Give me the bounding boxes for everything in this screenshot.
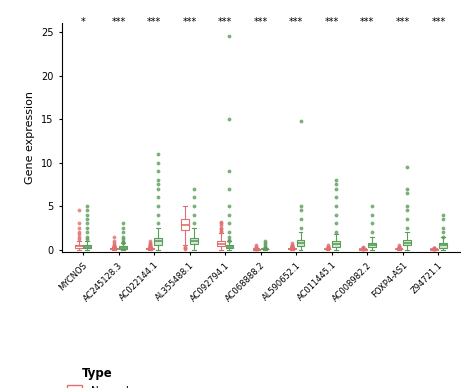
PathPatch shape: [190, 237, 198, 244]
PathPatch shape: [217, 241, 225, 246]
PathPatch shape: [83, 245, 91, 248]
Text: ***: ***: [254, 17, 268, 27]
Text: ***: ***: [325, 17, 339, 27]
Text: ***: ***: [111, 17, 126, 27]
PathPatch shape: [119, 246, 127, 249]
PathPatch shape: [439, 243, 447, 248]
Text: ***: ***: [182, 17, 197, 27]
PathPatch shape: [332, 241, 340, 247]
PathPatch shape: [182, 219, 189, 230]
Legend: Normal, Tumor: Normal, Tumor: [67, 367, 128, 388]
Text: *: *: [81, 17, 85, 27]
Text: ***: ***: [396, 17, 410, 27]
Text: ***: ***: [289, 17, 303, 27]
Y-axis label: Gene expression: Gene expression: [25, 91, 35, 184]
PathPatch shape: [146, 248, 154, 249]
PathPatch shape: [226, 246, 233, 248]
Text: ***: ***: [218, 17, 232, 27]
PathPatch shape: [155, 238, 162, 245]
PathPatch shape: [288, 248, 296, 249]
Text: ***: ***: [147, 17, 161, 27]
PathPatch shape: [368, 242, 375, 248]
PathPatch shape: [297, 240, 304, 246]
PathPatch shape: [403, 240, 411, 246]
PathPatch shape: [110, 248, 118, 249]
PathPatch shape: [75, 245, 82, 248]
Text: ***: ***: [360, 17, 374, 27]
Text: ***: ***: [431, 17, 446, 27]
